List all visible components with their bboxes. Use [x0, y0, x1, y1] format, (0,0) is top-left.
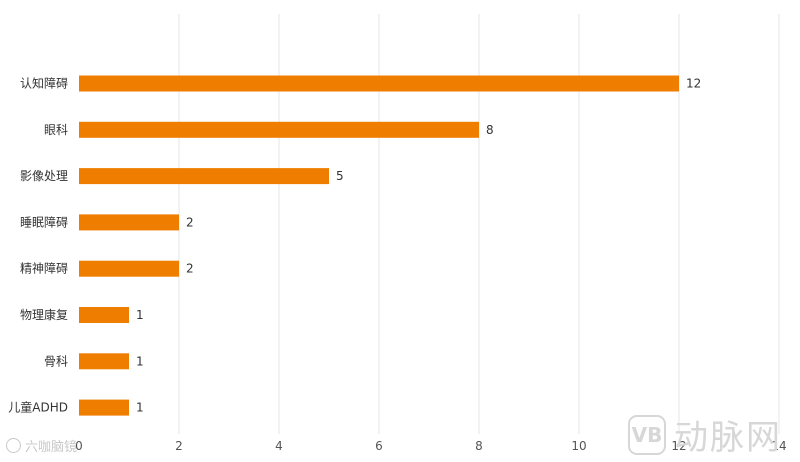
bar: [79, 75, 679, 92]
category-label: 影像处理: [20, 169, 68, 183]
data-label: 5: [336, 169, 344, 183]
data-label: 2: [186, 215, 194, 229]
x-tick-label: 2: [175, 439, 183, 453]
bar: [79, 121, 479, 138]
data-label: 12: [686, 77, 701, 91]
watermark-left: 六咖脑镜: [6, 436, 77, 455]
bar: [79, 260, 179, 277]
watermark-right: VB 动脉网: [628, 410, 782, 459]
data-label: 1: [136, 354, 144, 368]
category-label: 儿童ADHD: [8, 400, 68, 415]
data-label: 2: [186, 262, 194, 276]
camera-icon: [6, 438, 21, 453]
bar: [79, 307, 129, 323]
x-tick-label: 4: [275, 439, 283, 453]
category-label: 精神障碍: [20, 261, 68, 276]
x-tick-label: 12: [671, 439, 686, 453]
data-label: 1: [136, 308, 144, 322]
watermark-left-text: 六咖脑镜: [25, 440, 78, 455]
bar: [79, 399, 129, 416]
x-tick-label: 14: [771, 439, 786, 453]
data-label: 8: [486, 123, 494, 137]
bar: [79, 168, 329, 185]
category-label: 睡眠障碍: [20, 214, 68, 229]
vb-logo-icon: VB: [628, 414, 666, 455]
category-label: 骨科: [44, 354, 68, 368]
category-label: 眼科: [44, 123, 68, 137]
category-label: 认知障碍: [20, 76, 68, 91]
data-label: 1: [136, 401, 144, 415]
x-tick-label: 0: [75, 439, 83, 453]
x-tick-label: 10: [571, 439, 586, 453]
bar: [79, 353, 129, 370]
bar: [79, 214, 179, 231]
watermark-right-text: 动脉网: [674, 418, 782, 458]
x-tick-label: 8: [475, 439, 483, 453]
category-label: 物理康复: [20, 307, 68, 322]
x-tick-label: 6: [375, 439, 383, 453]
